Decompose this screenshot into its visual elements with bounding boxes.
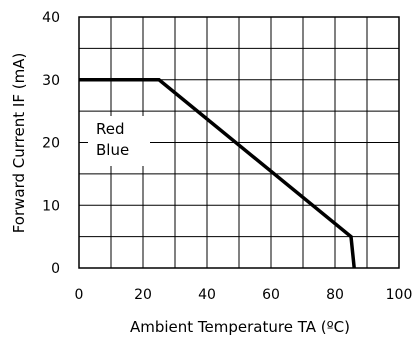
x-tick-label: 40 <box>198 287 216 303</box>
x-axis-title: Ambient Temperature TA (ºC) <box>130 318 350 336</box>
x-tick-label: 60 <box>262 287 280 303</box>
y-tick-label: 30 <box>42 73 60 89</box>
x-tick-label: 80 <box>326 287 344 303</box>
x-tick-label: 0 <box>75 287 84 303</box>
x-tick-labels: 0 20 40 60 80 100 <box>75 287 413 303</box>
plot-border <box>78 16 400 269</box>
y-tick-label: 20 <box>42 136 60 152</box>
annotation-background <box>88 116 150 166</box>
y-tick-labels: 0 10 20 30 40 <box>42 10 60 277</box>
x-tick-label: 20 <box>134 287 152 303</box>
plot-frame <box>78 16 400 269</box>
y-axis-title: Forward Current IF (mA) <box>10 53 28 234</box>
y-tick-label: 10 <box>42 198 60 214</box>
y-tick-label: 40 <box>42 10 60 26</box>
series-line <box>79 78 356 269</box>
annotation-line-2: Blue <box>96 141 129 159</box>
annotation-line-1: Red <box>96 120 125 138</box>
y-tick-label: 0 <box>51 261 60 277</box>
x-tick-label: 100 <box>386 287 413 303</box>
